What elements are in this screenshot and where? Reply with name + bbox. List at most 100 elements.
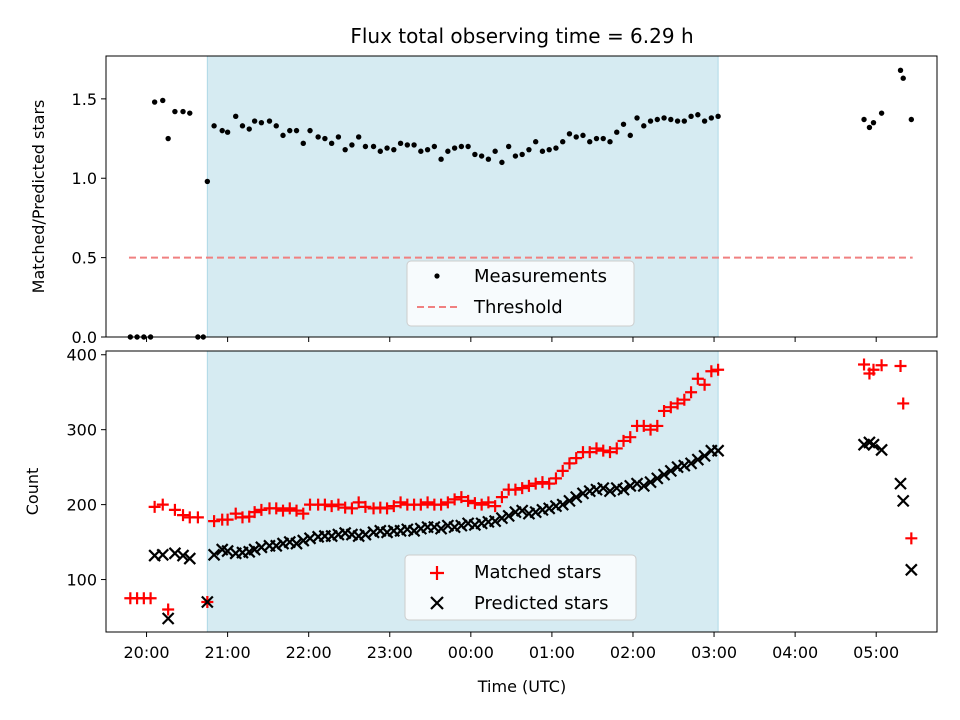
measurement-point <box>397 140 404 147</box>
matched-star-point <box>644 423 657 436</box>
matched-star-point <box>536 476 549 489</box>
predicted-star-point <box>529 505 542 519</box>
matched-star-point <box>691 372 704 385</box>
x-tick-label: 05:00 <box>853 643 899 662</box>
measurement-point <box>451 145 458 151</box>
predicted-star-point <box>684 457 698 470</box>
matched-star-point <box>858 358 871 371</box>
predicted-star-point <box>434 522 448 535</box>
measurement-point <box>566 131 573 137</box>
matched-star-point <box>468 497 481 510</box>
predicted-star-point <box>678 459 691 472</box>
matched-star-point <box>297 507 310 520</box>
measurement-point <box>499 159 505 166</box>
matched-star-point <box>448 493 461 506</box>
measurement-point <box>661 115 667 121</box>
measurement-point <box>878 110 885 116</box>
predicted-legend-marker <box>430 596 444 610</box>
matched-star-point <box>597 444 610 457</box>
figure-title: Flux total observing time = 6.29 h <box>350 24 693 48</box>
matched-star-point <box>255 503 268 516</box>
measurement-point <box>424 146 431 153</box>
measurement-point <box>328 140 335 147</box>
predicted-star-point <box>867 438 880 451</box>
predicted-star-point <box>576 487 590 500</box>
predicted-star-point <box>269 539 283 553</box>
measurement-point <box>293 127 300 134</box>
measurement-point <box>681 118 688 124</box>
predicted-star-point <box>183 552 197 565</box>
bottom-y-axis-label: Count <box>23 468 42 516</box>
predicted-star-point <box>161 612 175 625</box>
matched-star-point <box>156 498 169 511</box>
predicted-star-point <box>894 477 907 490</box>
top-panel: 0.0 0.5 1.0 1.5 Matched/Predicted stars Mea… <box>29 55 938 347</box>
measurement-point <box>273 123 279 129</box>
x-tick-label: 01:00 <box>529 643 575 662</box>
threshold-legend-label: Threshold <box>473 297 563 318</box>
matched-star-point <box>290 504 303 517</box>
x-axis-label: Time (UTC) <box>477 677 566 696</box>
measurement-point <box>715 113 721 120</box>
measurement-point <box>634 115 640 121</box>
matched-star-point <box>359 500 372 513</box>
predicted-star-point <box>248 543 261 556</box>
measurement-point <box>472 151 478 158</box>
measurement-point <box>701 118 708 124</box>
matched-star-point <box>248 506 261 519</box>
measurement-point <box>492 148 498 154</box>
matched-star-point <box>191 511 204 524</box>
matched-star-point <box>671 397 684 410</box>
measurement-point <box>897 67 904 73</box>
predicted-star-point <box>657 468 671 481</box>
x-tick-label: 04:00 <box>772 643 818 662</box>
predicted-star-point <box>556 498 569 511</box>
predicted-star-point <box>569 490 583 504</box>
measurement-point <box>355 134 362 140</box>
predicted-star-point <box>515 504 529 517</box>
matched-star-point <box>352 496 365 509</box>
predicted-star-point <box>502 509 515 523</box>
measurement-point <box>861 116 867 123</box>
matched-star-point <box>905 532 918 545</box>
matched-star-point <box>658 404 671 417</box>
matched-star-point <box>698 378 711 391</box>
measurement-point <box>870 119 877 126</box>
measurement-point <box>384 145 390 151</box>
predicted-star-point <box>896 494 910 508</box>
measurement-point <box>211 123 217 129</box>
predicted-star-point <box>644 475 657 489</box>
measurement-point <box>377 148 383 154</box>
matched-legend-label: Matched stars <box>474 562 601 583</box>
x-tick-label: 03:00 <box>691 643 737 662</box>
measurement-point <box>593 135 600 142</box>
predicted-star-point <box>630 477 644 490</box>
predicted-star-point <box>596 481 610 495</box>
top-axes-frame <box>105 55 938 338</box>
matched-star-point <box>177 509 190 522</box>
top-y-tick-label: 0.5 <box>72 249 97 268</box>
bottom-axes-frame <box>105 350 938 633</box>
matched-star-point <box>414 498 427 511</box>
x-tick-label: 21:00 <box>205 643 251 662</box>
bottom-legend-box <box>404 554 637 621</box>
top-legend-box <box>406 260 635 327</box>
matched-star-point <box>894 359 907 372</box>
x-tick-label: 23:00 <box>367 643 413 662</box>
predicted-star-point <box>623 479 637 493</box>
measurement-point <box>627 132 633 139</box>
top-y-tick-label: 1.0 <box>72 169 97 188</box>
measurement-point <box>546 146 552 153</box>
matched-star-point <box>867 363 880 376</box>
measurement-point <box>512 153 519 159</box>
measurements-legend-marker <box>434 273 440 279</box>
bottom-y-tick-label: 100 <box>66 571 97 590</box>
x-tick-label: 22:00 <box>286 643 332 662</box>
measurement-point <box>180 108 186 115</box>
predicted-star-point <box>488 514 502 528</box>
measurement-point <box>573 134 579 140</box>
top-legend: Measurements Threshold <box>406 260 635 327</box>
predicted-star-point <box>455 519 468 532</box>
matched-star-point <box>283 502 296 515</box>
measurement-point <box>465 143 471 150</box>
